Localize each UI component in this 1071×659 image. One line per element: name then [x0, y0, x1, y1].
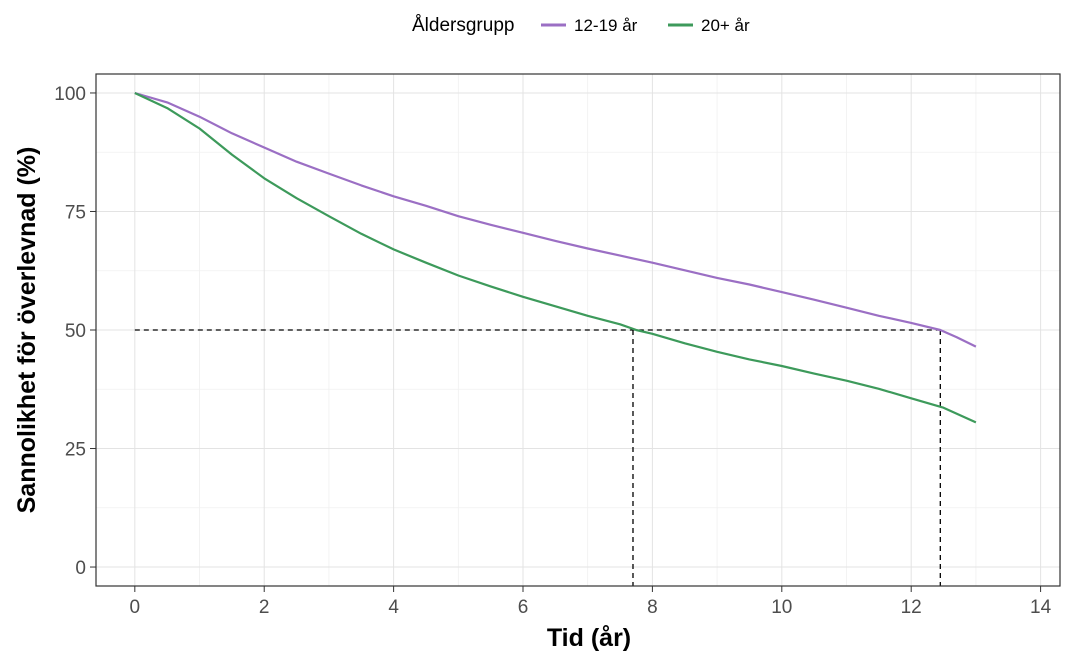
y-tick-label: 0	[75, 558, 86, 579]
x-axis-title: Tid (år)	[547, 624, 631, 652]
x-tick-label: 12	[901, 597, 922, 618]
x-axis-ticks: 0 2 4 6 8 10 12 14	[130, 586, 1052, 618]
x-tick-label: 2	[259, 597, 270, 618]
y-tick-label: 25	[65, 440, 86, 461]
y-axis-ticks: 0 25 50 75 100	[54, 84, 96, 579]
x-tick-label: 14	[1030, 597, 1052, 618]
y-axis-title: Sannolikhet för överlevnad (%)	[13, 147, 41, 514]
x-tick-label: 10	[771, 597, 792, 618]
y-tick-label: 100	[54, 84, 86, 105]
y-tick-label: 75	[65, 202, 86, 223]
series-line-20plus	[134, 92, 977, 424]
x-tick-label: 4	[388, 597, 399, 618]
reference-lines	[134, 329, 941, 586]
x-tick-label: 6	[518, 597, 529, 618]
x-tick-label: 8	[647, 597, 658, 618]
legend: Åldersgrupp 12-19 år 20+ år	[412, 15, 750, 36]
y-tick-label: 50	[65, 321, 86, 342]
x-tick-label: 0	[130, 597, 141, 618]
legend-label-12-19: 12-19 år	[574, 16, 638, 35]
series-line-12-19	[134, 91, 977, 348]
legend-title: Åldersgrupp	[412, 15, 514, 36]
series-lines	[134, 91, 977, 424]
legend-label-20plus: 20+ år	[701, 16, 750, 35]
